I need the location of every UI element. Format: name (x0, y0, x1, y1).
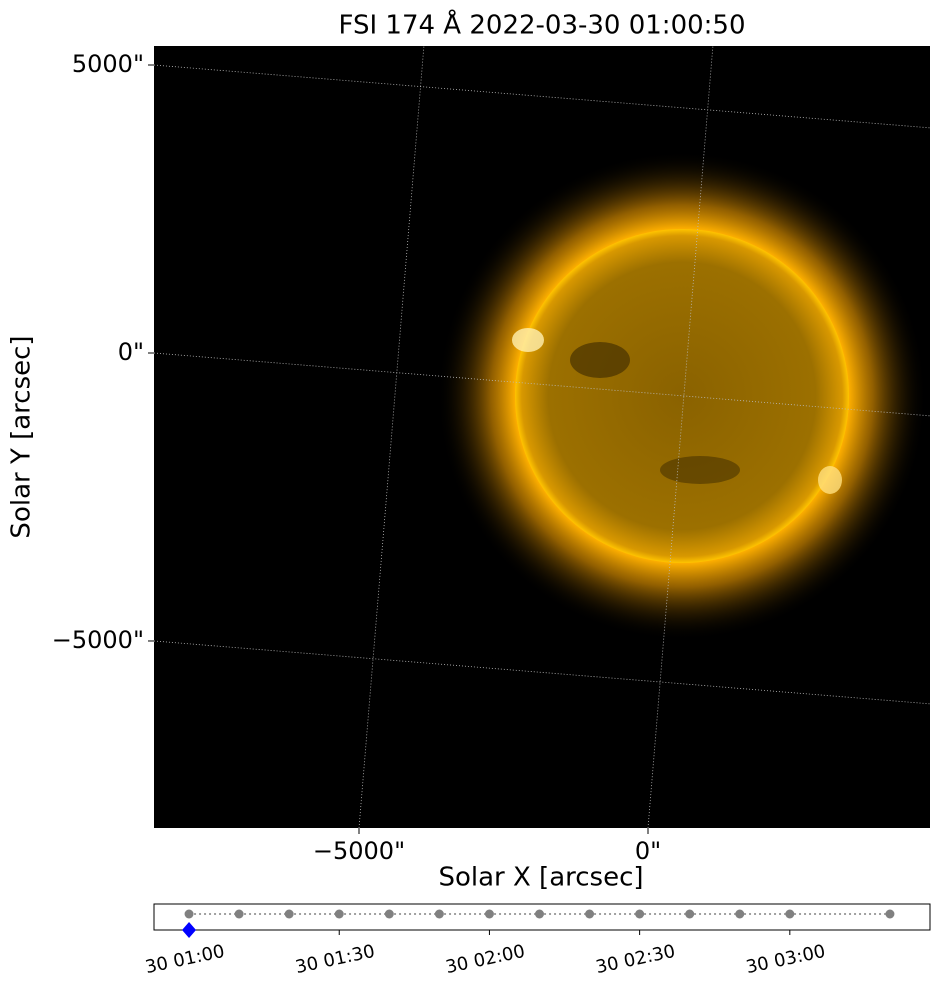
x-tick-label: 30 02:00 (444, 941, 527, 978)
x-tick-label: 30 01:00 (143, 941, 226, 978)
timeline-frame (153, 903, 931, 931)
grid-line (153, 64, 931, 129)
time-point (184, 909, 194, 919)
y-tick-label: 0" (118, 338, 144, 366)
x-tick-label: 30 01:30 (294, 941, 377, 978)
time-point (885, 909, 895, 919)
time-point (234, 909, 244, 919)
x-tick-label: 0" (635, 837, 661, 865)
time-point (785, 909, 795, 919)
time-point (484, 909, 494, 919)
grid-line (153, 640, 931, 705)
x-tick-label: −5000" (313, 837, 405, 865)
time-point (534, 909, 544, 919)
y-tick-label: 5000" (72, 50, 144, 78)
time-point (384, 909, 394, 919)
time-point (735, 909, 745, 919)
chart-title: FSI 174 Å 2022-03-30 01:00:50 (338, 9, 745, 41)
selected-marker (182, 922, 197, 938)
time-point (434, 909, 444, 919)
dark-region (570, 342, 630, 378)
y-tick-label: −5000" (52, 626, 144, 654)
x-tick-label: 30 02:30 (594, 941, 677, 978)
solar-disk (515, 229, 849, 563)
grid-line (153, 352, 931, 417)
sun (437, 151, 927, 641)
x-tick-label: 30 03:00 (744, 941, 827, 978)
time-point (685, 909, 695, 919)
time-point (284, 909, 294, 919)
bright-region (818, 466, 842, 494)
time-point (635, 909, 645, 919)
dark-region (660, 456, 740, 484)
time-point (585, 909, 595, 919)
x-axis-label: Solar X [arcsec] (438, 863, 643, 893)
bright-region (512, 328, 544, 352)
y-axis-label: Solar Y [arcsec] (7, 335, 37, 538)
time-point (334, 909, 344, 919)
